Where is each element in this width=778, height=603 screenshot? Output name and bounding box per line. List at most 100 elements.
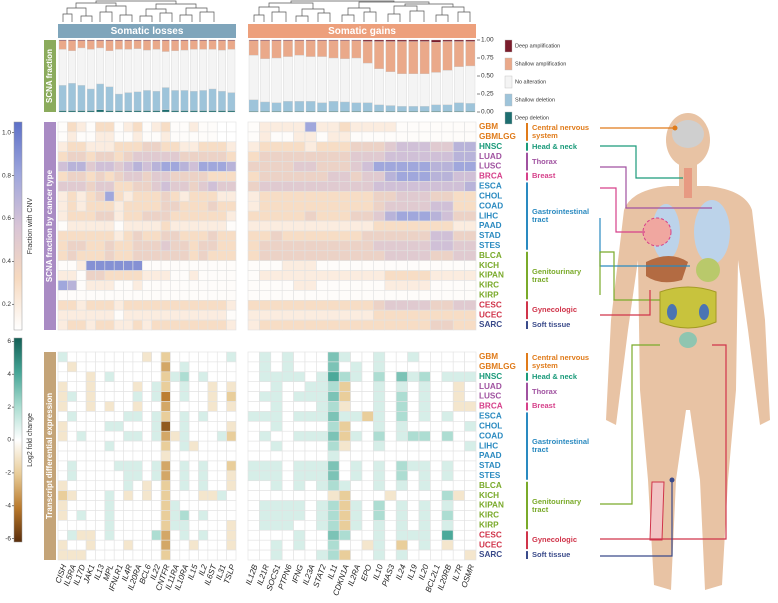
heatmap-cell (304, 270, 317, 281)
heatmap-cell (281, 131, 294, 143)
scna-segment (397, 39, 407, 42)
heatmap-cell (67, 230, 78, 242)
heatmap-cell (188, 270, 199, 281)
scna-segment (442, 41, 453, 71)
heatmap-cell (67, 510, 78, 521)
heatmap-cell (160, 220, 171, 232)
heatmap-cell (304, 361, 317, 373)
scna-segment (271, 39, 282, 41)
scna-segment (408, 106, 419, 112)
heatmap-cell (293, 490, 306, 501)
heatmap-cell (85, 141, 96, 153)
heatmap-cell (132, 510, 143, 521)
heatmap-cell (113, 171, 124, 182)
y-tick-label: 0.50 (481, 73, 494, 80)
heatmap-cell (160, 260, 171, 271)
heatmap-cell (430, 391, 443, 402)
heatmap-cell (452, 381, 465, 392)
heatmap-cell (281, 440, 294, 452)
heatmap-cell (259, 280, 272, 291)
heatmap-cell (316, 319, 329, 331)
heatmap-cell (113, 480, 124, 491)
heatmap-cell (418, 210, 431, 222)
heatmap-cell (259, 299, 272, 311)
heatmap-cell (338, 549, 351, 561)
heatmap-cell (198, 299, 209, 311)
heatmap-cell (270, 460, 283, 472)
scna-segment (431, 42, 441, 73)
heatmap-cell (281, 450, 294, 462)
scna-segment (199, 90, 208, 111)
heatmap-cell (226, 490, 237, 501)
heatmap-cell (85, 539, 96, 551)
heatmap-cell (259, 151, 272, 162)
gene-label: IL2 (197, 563, 209, 577)
heatmap-cell (464, 480, 477, 491)
heatmap-cell (327, 181, 340, 192)
heatmap-cell (179, 381, 190, 392)
row-label: SARC (479, 550, 502, 559)
heatmap-cell (95, 460, 106, 472)
scna-segment (68, 110, 76, 113)
scna-segment (115, 49, 123, 95)
heatmap-cell (104, 411, 115, 422)
heatmap-cell (132, 450, 143, 462)
heatmap-cell (373, 450, 386, 462)
heatmap-cell (247, 391, 260, 402)
heatmap-cell (407, 549, 420, 561)
heatmap-cell (338, 151, 351, 162)
heatmap-cell (216, 151, 227, 162)
heatmap-cell (142, 299, 152, 311)
heatmap-cell (281, 411, 294, 422)
heatmap-cell (76, 141, 87, 153)
system-label: Soft tissue (532, 550, 571, 560)
heatmap-cell (316, 191, 329, 202)
heatmap-cell (373, 520, 386, 531)
heatmap-cell (198, 141, 209, 153)
heatmap-cell (418, 401, 431, 412)
heatmap-cell (338, 391, 351, 402)
heatmap-cell (350, 391, 363, 402)
heatmap-cell (361, 290, 374, 301)
heatmap-cell (395, 421, 408, 432)
heatmap-cell (327, 240, 340, 252)
heatmap-cell (361, 299, 374, 311)
row-label: KIRC (479, 511, 499, 520)
heatmap-cell (452, 250, 465, 261)
heatmap-cell (418, 391, 431, 402)
heatmap-cell (104, 421, 115, 432)
heatmap-cell (95, 480, 106, 491)
system-label: Gynecologic (532, 305, 578, 315)
heatmap-cell (384, 539, 397, 551)
heatmap-cell (160, 299, 171, 311)
scna-segment (351, 39, 362, 41)
heatmap-cell (430, 450, 443, 462)
heatmap-cell (373, 500, 386, 511)
heatmap-cell (57, 510, 68, 521)
heatmap-cell (361, 549, 374, 561)
heatmap-cell (373, 151, 386, 162)
heatmap-cell (270, 411, 283, 422)
heatmap-cell (226, 391, 237, 402)
heatmap-cell (430, 480, 443, 491)
heatmap-cell (384, 500, 397, 511)
scna-segment (180, 40, 189, 51)
scna-segment (442, 39, 453, 42)
heatmap-cell (170, 539, 181, 551)
heatmap-cell (207, 191, 218, 202)
heatmap-cell (338, 280, 351, 291)
heatmap-cell (207, 381, 218, 392)
heatmap-cell (132, 529, 143, 541)
heatmap-cell (160, 290, 171, 301)
heatmap-cell (327, 151, 340, 162)
scna-segment (58, 85, 67, 111)
heatmap-cell (151, 460, 162, 472)
scna-segment (180, 110, 189, 113)
heatmap-cell (160, 191, 171, 202)
heatmap-cell (132, 391, 143, 402)
heatmap-cell (179, 141, 190, 153)
heatmap-cell (95, 351, 106, 363)
heatmap-cell (430, 131, 443, 143)
heatmap-cell (247, 171, 260, 182)
heatmap-cell (293, 480, 306, 491)
